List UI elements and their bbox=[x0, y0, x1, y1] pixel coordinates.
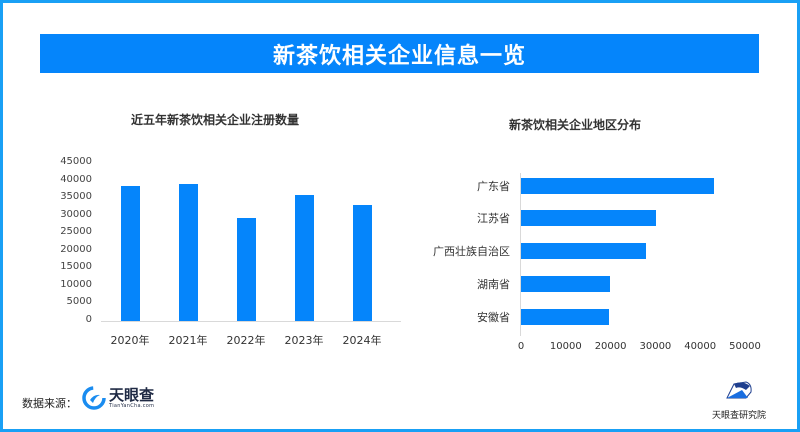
category-label: 广西壮族自治区 bbox=[433, 245, 510, 258]
y-tick-label: 20000 bbox=[60, 243, 92, 255]
bar-湖南省 bbox=[521, 276, 611, 292]
bar-2024年 bbox=[353, 205, 372, 321]
tianyancha-logo-icon bbox=[82, 386, 106, 410]
bar-安徽省 bbox=[521, 309, 609, 325]
y-tick-label: 40000 bbox=[60, 173, 92, 185]
y-axis-line bbox=[520, 173, 521, 336]
x-tick-label: 0 bbox=[517, 341, 525, 352]
bar-广西壮族自治区 bbox=[521, 243, 646, 259]
y-tick-label: 35000 bbox=[60, 191, 92, 203]
page-title-banner: 新茶饮相关企业信息一览 bbox=[40, 34, 759, 73]
y-tick-label: 5000 bbox=[66, 296, 92, 308]
category-label: 安徽省 bbox=[477, 311, 510, 324]
x-tick-label: 20000 bbox=[594, 341, 627, 352]
category-label: 广东省 bbox=[477, 180, 510, 193]
y-tick-label: 15000 bbox=[60, 261, 92, 273]
y-tick-label: 10000 bbox=[60, 278, 92, 290]
category-label: 江苏省 bbox=[477, 212, 510, 225]
x-axis-line bbox=[101, 321, 401, 322]
x-tick-label: 2022年 bbox=[226, 334, 266, 347]
y-tick-label: 25000 bbox=[60, 226, 92, 238]
bar-广东省 bbox=[521, 178, 714, 194]
data-source-label: 数据来源： bbox=[22, 397, 77, 410]
x-tick-label: 2020年 bbox=[110, 334, 150, 347]
x-tick-label: 40000 bbox=[684, 341, 717, 352]
bar-2023年 bbox=[295, 194, 314, 321]
category-label: 湖南省 bbox=[477, 278, 510, 291]
x-tick-label: 2023年 bbox=[284, 334, 324, 347]
x-tick-label: 50000 bbox=[729, 341, 761, 352]
bar-2022年 bbox=[237, 218, 256, 321]
chart-title: 新茶饮相关企业地区分布 bbox=[509, 118, 642, 132]
bar-2020年 bbox=[121, 186, 140, 321]
y-tick-label: 30000 bbox=[60, 208, 92, 220]
x-tick-label: 10000 bbox=[549, 341, 582, 352]
bar-2021年 bbox=[179, 184, 198, 321]
bar-江苏省 bbox=[521, 210, 656, 226]
page-title: 新茶饮相关企业信息一览 bbox=[272, 43, 526, 69]
chart-title: 近五年新茶饮相关企业注册数量 bbox=[131, 113, 300, 127]
tianyancha-institute-logo-icon bbox=[726, 381, 752, 399]
institute-logo: 天眼查研究院 bbox=[704, 378, 774, 421]
tianyancha-logo: 天眼查 TianYanCha.com bbox=[82, 386, 154, 410]
tianyancha-url: TianYanCha.com bbox=[109, 402, 155, 409]
institute-name: 天眼查研究院 bbox=[711, 411, 766, 421]
y-tick-label: 45000 bbox=[60, 156, 92, 167]
y-tick-label: 0 bbox=[85, 314, 92, 325]
x-tick-label: 2024年 bbox=[342, 334, 382, 347]
x-tick-label: 30000 bbox=[639, 341, 672, 352]
tianyancha-name: 天眼查 bbox=[109, 385, 155, 404]
x-tick-label: 2021年 bbox=[168, 334, 208, 347]
